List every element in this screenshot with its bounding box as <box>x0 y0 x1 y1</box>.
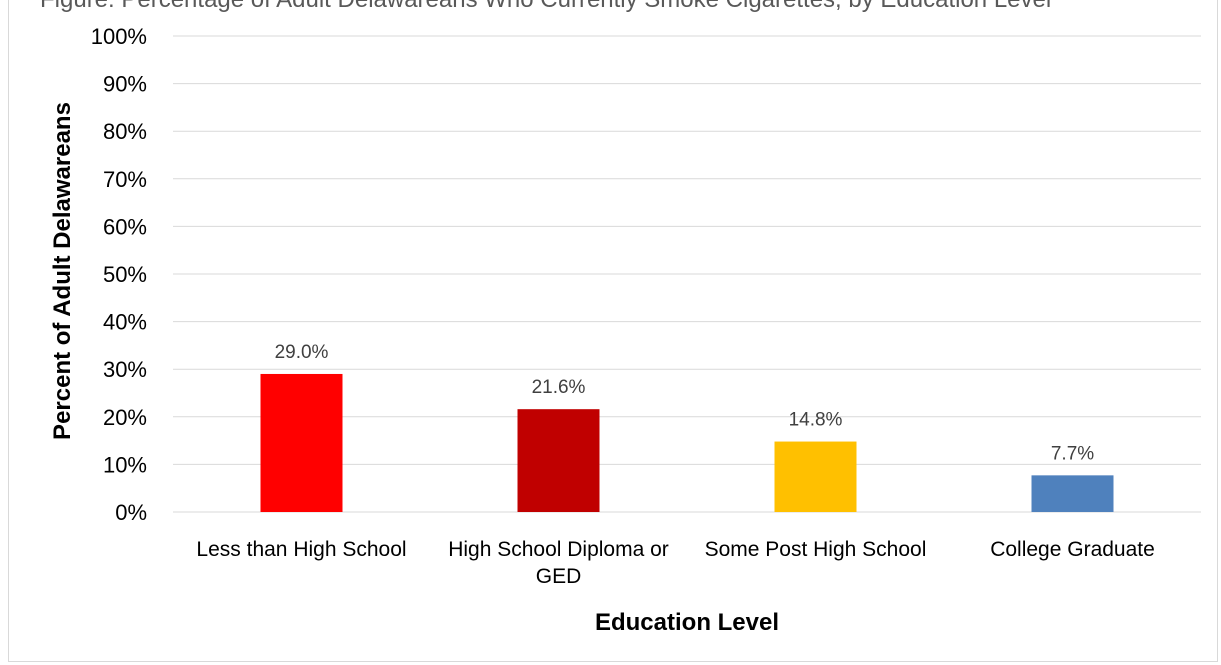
y-tick-label: 10% <box>103 452 147 477</box>
y-tick-label: 30% <box>103 357 147 382</box>
data-label: 14.8% <box>789 410 843 431</box>
y-tick-label: 80% <box>103 119 147 144</box>
bar <box>1031 475 1114 512</box>
bar <box>260 373 343 512</box>
gridlines <box>173 35 1201 513</box>
x-tick-label-line: Less than High School <box>196 538 406 561</box>
x-tick-labels: Less than High School High School Diploma… <box>196 538 1154 588</box>
y-tick-label: 0% <box>115 500 147 525</box>
x-tick-label-line: Some Post High School <box>705 538 927 561</box>
y-tick-label: 50% <box>103 262 147 287</box>
x-tick-label-line: College Graduate <box>990 538 1155 561</box>
y-tick-label: 100% <box>91 24 147 49</box>
y-tick-label: 40% <box>103 310 147 335</box>
bars <box>260 373 1114 512</box>
y-tick-label: 70% <box>103 167 147 192</box>
x-tick-label: Some Post High School <box>705 538 927 561</box>
x-tick-label: High School Diploma or GED <box>448 538 669 588</box>
x-tick-label-line: GED <box>536 565 582 588</box>
x-tick-label: Less than High School <box>196 538 406 561</box>
y-tick-label: 20% <box>103 405 147 430</box>
data-label: 21.6% <box>532 377 586 398</box>
bar <box>517 409 600 512</box>
x-tick-label: College Graduate <box>990 538 1155 561</box>
y-tick-labels: 0% 10% 20% 30% 40% 50% 60% 70% 80% 90% 100% <box>91 24 147 525</box>
x-axis-title: Education Level <box>595 609 779 636</box>
data-label: 7.7% <box>1051 443 1094 464</box>
x-tick-label-line: High School Diploma or <box>448 538 669 561</box>
data-label: 29.0% <box>275 342 329 363</box>
chart-title: Figure: Percentage of Adult Delawareans … <box>40 0 1051 14</box>
y-tick-label: 60% <box>103 214 147 239</box>
y-tick-label: 90% <box>103 72 147 97</box>
chart-frame <box>8 0 1218 662</box>
y-axis-title: Percent of Adult Delawareans <box>49 102 76 440</box>
data-labels: 29.0% 21.6% 14.8% 7.7% <box>275 342 1095 464</box>
bar <box>774 441 857 512</box>
